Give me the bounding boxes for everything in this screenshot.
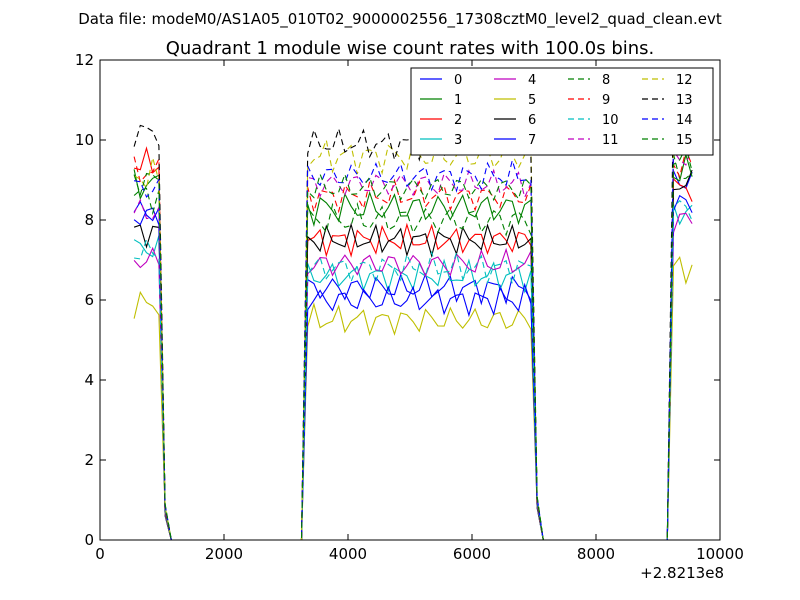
x-tick-label: 4000	[329, 545, 367, 563]
legend-label-5: 5	[528, 93, 536, 108]
series-line-8	[133, 154, 693, 541]
series-line-14	[134, 133, 693, 541]
legend-label-10: 10	[602, 113, 619, 128]
legend-label-4: 4	[528, 73, 536, 88]
chart-title: Quadrant 1 module wise count rates with …	[166, 38, 655, 59]
series-line-9	[133, 147, 693, 541]
legend-label-9: 9	[602, 93, 610, 108]
x-tick-label: 2000	[205, 545, 243, 563]
series-layer	[133, 77, 693, 541]
y-tick-label: 4	[84, 371, 94, 389]
series-line-10	[134, 199, 693, 541]
legend-label-0: 0	[454, 73, 462, 88]
y-tick-label: 12	[75, 51, 94, 69]
x-offset-label: +2.8213e8	[640, 564, 724, 582]
data-file-label: Data file: modeM0/AS1A05_010T02_90000025…	[78, 10, 722, 29]
series-line-6	[133, 169, 693, 541]
x-tick-label: 6000	[453, 545, 491, 563]
series-line-7	[133, 194, 693, 541]
series-line-1	[133, 152, 693, 541]
legend-label-8: 8	[602, 73, 610, 88]
y-tick-label: 8	[84, 211, 94, 229]
legend-label-13: 13	[676, 93, 693, 108]
legend-label-3: 3	[454, 133, 462, 148]
legend-label-11: 11	[602, 133, 619, 148]
legend-label-1: 1	[454, 93, 462, 108]
legend-label-15: 15	[676, 133, 693, 148]
series-line-15	[133, 145, 693, 541]
y-tick-label: 2	[84, 451, 94, 469]
x-tick-label: 8000	[577, 545, 615, 563]
series-line-3	[133, 204, 693, 541]
y-tick-label: 10	[75, 131, 94, 149]
x-tick-label: 10000	[696, 545, 744, 563]
legend-label-12: 12	[676, 73, 693, 88]
legend-label-7: 7	[528, 133, 536, 148]
series-line-0	[133, 170, 693, 541]
series-line-11	[133, 145, 693, 541]
y-tick-label: 0	[84, 531, 94, 549]
legend-label-2: 2	[454, 113, 462, 128]
legend-box	[410, 67, 714, 156]
legend-label-6: 6	[528, 113, 536, 128]
legend-label-14: 14	[676, 113, 693, 128]
x-tick-label: 0	[95, 545, 105, 563]
y-tick-label: 6	[84, 291, 94, 309]
series-line-5	[133, 256, 693, 541]
